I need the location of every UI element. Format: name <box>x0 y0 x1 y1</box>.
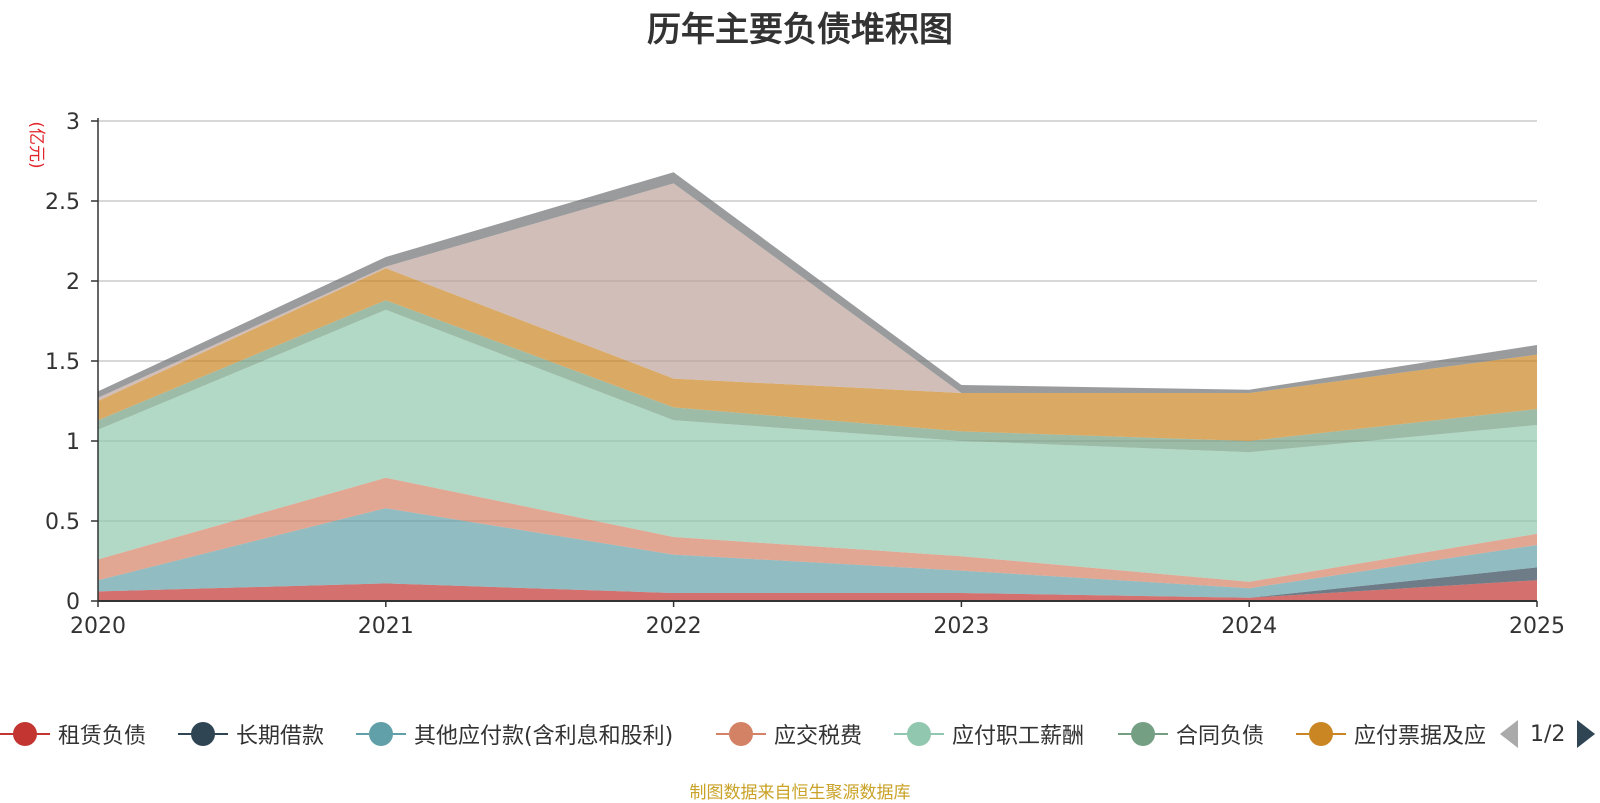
y-tick-label: 3 <box>66 110 80 135</box>
legend-marker-icon <box>0 716 50 752</box>
axes: 0 0.5 1 1.5 2 2.5 3 2020 2021 2022 2023 2024 2025 <box>45 110 1565 639</box>
legend-label: 合同负债 <box>1176 724 1265 749</box>
legend-prev-icon[interactable] <box>1500 720 1518 748</box>
x-tick-label: 2024 <box>1221 614 1277 639</box>
legend-items: 租赁负债 长期借款 其他应付款(含利息和股利) 应交税费 应付职工薪酬 合同负债 应付票据及… <box>0 716 1486 752</box>
area-series[interactable] <box>98 309 1537 582</box>
legend-item[interactable]: 应付票据及应付账款 <box>1296 716 1486 752</box>
area-series[interactable] <box>98 268 1537 441</box>
chart-plot-area: 0 0.5 1 1.5 2 2.5 3 2020 2021 2022 2023 2024 2025 (亿… <box>26 110 1565 639</box>
legend-label: 其他应付款(含利息和股利) <box>414 724 674 749</box>
x-tick-label: 2020 <box>70 614 126 639</box>
legend-label: 应付票据及应付账款 <box>1354 724 1486 749</box>
y-tick-label: 0.5 <box>45 510 80 535</box>
legend-pager: 1/2 <box>1500 716 1596 752</box>
area-series[interactable] <box>98 183 1537 401</box>
legend-item[interactable]: 合同负债 <box>1118 716 1264 752</box>
y-tick-label: 1 <box>66 430 80 455</box>
source-note: 制图数据来自恒生聚源数据库 <box>689 783 911 803</box>
legend-page-indicator: 1/2 <box>1530 721 1566 747</box>
legend-item[interactable]: 应付职工薪酬 <box>894 716 1084 752</box>
legend-marker-icon <box>894 716 944 752</box>
x-tick-label: 2023 <box>933 614 989 639</box>
legend-next-icon[interactable] <box>1577 720 1596 748</box>
y-tick-label: 2 <box>66 270 80 295</box>
area-series[interactable] <box>98 580 1537 601</box>
legend-marker-icon <box>1118 716 1168 752</box>
stacked-areas <box>98 172 1537 601</box>
legend-item[interactable]: 应交税费 <box>716 716 862 752</box>
legend: 租赁负债 长期借款 其他应付款(含利息和股利) 应交税费 应付职工薪酬 合同负债 应付票据及… <box>0 716 1600 752</box>
y-tick-label: 1.5 <box>45 350 80 375</box>
legend-item[interactable]: 其他应付款(含利息和股利) <box>356 716 673 752</box>
legend-marker-icon <box>178 716 228 752</box>
area-series[interactable] <box>98 477 1537 589</box>
y-axis-unit-label: (亿元) <box>26 121 46 168</box>
legend-item[interactable]: 租赁负债 <box>0 716 146 752</box>
legend-label: 长期借款 <box>236 724 325 749</box>
legend-marker-icon <box>356 716 406 752</box>
legend-marker-icon <box>1296 716 1346 752</box>
x-tick-label: 2025 <box>1509 614 1565 639</box>
y-tick-label: 0 <box>66 590 80 615</box>
legend-label: 应交税费 <box>774 724 863 749</box>
legend-marker-icon <box>716 716 766 752</box>
y-tick-label: 2.5 <box>45 190 80 215</box>
x-tick-label: 2021 <box>358 614 414 639</box>
area-series[interactable] <box>98 172 1537 398</box>
x-tick-label: 2022 <box>646 614 702 639</box>
chart-title: 历年主要负债堆积图 <box>647 10 953 50</box>
area-series[interactable] <box>98 508 1537 598</box>
area-series[interactable] <box>98 300 1537 453</box>
legend-label: 租赁负债 <box>58 724 147 749</box>
legend-label: 应付职工薪酬 <box>952 724 1085 749</box>
legend-item[interactable]: 长期借款 <box>178 716 324 752</box>
